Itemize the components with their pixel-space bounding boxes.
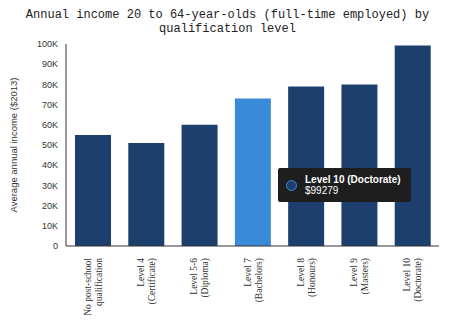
svg-text:Level 9(Masters): Level 9(Masters) (349, 258, 371, 295)
svg-text:70K: 70K (42, 100, 58, 110)
svg-text:Level 7(Bachelors): Level 7(Bachelors) (243, 258, 265, 303)
svg-text:80K: 80K (42, 80, 58, 90)
svg-text:Level 8(Honours): Level 8(Honours) (296, 258, 318, 297)
svg-text:Average annual income ($2013): Average annual income ($2013) (8, 77, 19, 212)
svg-text:50K: 50K (42, 140, 58, 150)
svg-text:30K: 30K (42, 181, 58, 191)
svg-text:10K: 10K (42, 221, 58, 231)
svg-text:No post-schoolqualification: No post-schoolqualification (83, 258, 104, 316)
svg-text:90K: 90K (42, 59, 58, 69)
svg-text:40K: 40K (42, 160, 58, 170)
html-text:$99279: $99279 (305, 185, 339, 196)
html-text:Annual income 20 to 64-year-ol: Annual income 20 to 64-year-olds (full-t… (25, 8, 430, 36)
svg-text:0: 0 (53, 241, 58, 251)
svg-text:Level 5-6(Diploma): Level 5-6(Diploma) (189, 258, 211, 298)
svg-text:20K: 20K (42, 201, 58, 211)
html-text:Level 10 (Doctorate): Level 10 (Doctorate) (305, 174, 401, 185)
svg-text:Level 10(Doctorate): Level 10(Doctorate) (402, 258, 424, 302)
svg-text:Level 4(Certificate): Level 4(Certificate) (136, 258, 158, 305)
svg-text:100K: 100K (37, 39, 58, 49)
svg-text:60K: 60K (42, 120, 58, 130)
